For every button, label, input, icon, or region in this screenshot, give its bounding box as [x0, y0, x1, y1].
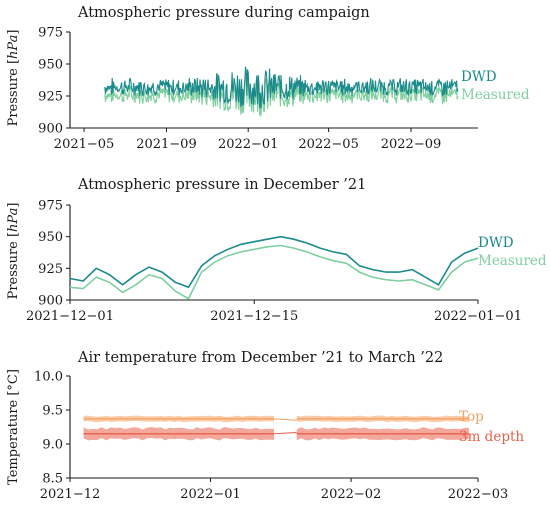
chart-title: Atmospheric pressure in December ’21	[77, 177, 366, 193]
legend-dwd: DWD	[478, 235, 514, 251]
gap-connector-1	[273, 431, 297, 435]
x-tick-label: 2021−12	[40, 487, 101, 502]
x-tick-label: 2021−09	[136, 137, 197, 152]
series-line-dwd	[69, 235, 479, 289]
gap-connector-0	[273, 418, 297, 421]
legend-measured: Measured	[461, 87, 530, 103]
x-tick-label: 2021−12−15	[210, 309, 298, 324]
chart-title: Air temperature from December ’21 to Mar…	[77, 350, 443, 366]
y-tick-label: 950	[38, 230, 63, 245]
y-tick-label: 8.5	[42, 472, 63, 487]
panel-campaign-pressure: Atmospheric pressure during campaign Pre…	[6, 5, 530, 152]
legend-dwd: DWD	[461, 69, 497, 85]
y-tick-label: 925	[38, 90, 63, 105]
x-tick-label: 2022−09	[381, 137, 442, 152]
y-tick-label: 900	[38, 294, 63, 309]
series-line-dwd	[104, 66, 459, 109]
series-line-measured	[69, 244, 479, 300]
y-tick-label: 925	[38, 262, 63, 277]
y-tick-label: 900	[38, 122, 63, 137]
y-tick-label: 950	[38, 58, 63, 73]
chart-title: Atmospheric pressure during campaign	[77, 5, 370, 21]
panel-december-pressure: Atmospheric pressure in December ’21 Pre…	[6, 177, 547, 324]
x-tick-label: 2022−02	[321, 487, 382, 502]
panel-air-temperature: Air temperature from December ’21 to Mar…	[6, 350, 524, 502]
x-tick-label: 2022−01	[180, 487, 241, 502]
axis-spines	[69, 205, 478, 301]
x-tick-label: 2021−12−01	[26, 309, 114, 324]
y-tick-label: 9.0	[42, 438, 63, 453]
x-tick-label: 2022−01−01	[434, 309, 522, 324]
y-tick-label: 9.5	[42, 404, 63, 419]
axis-spines	[69, 376, 478, 479]
legend-top: Top	[459, 409, 484, 425]
y-axis-label: Temperature [°C]	[6, 369, 21, 485]
legend-depth: 3m depth	[459, 429, 524, 445]
y-tick-label: 10.0	[34, 370, 63, 385]
x-tick-label: 2022−01	[218, 137, 279, 152]
y-axis-label: Pressure [hPa]	[6, 30, 21, 127]
x-tick-label: 2021−05	[54, 137, 115, 152]
y-tick-label: 975	[38, 26, 63, 41]
legend-measured: Measured	[478, 253, 547, 269]
y-tick-label: 975	[38, 199, 63, 214]
x-tick-label: 2022−03	[448, 487, 509, 502]
x-tick-label: 2022−05	[298, 137, 359, 152]
y-axis-label: Pressure [hPa]	[6, 203, 21, 300]
